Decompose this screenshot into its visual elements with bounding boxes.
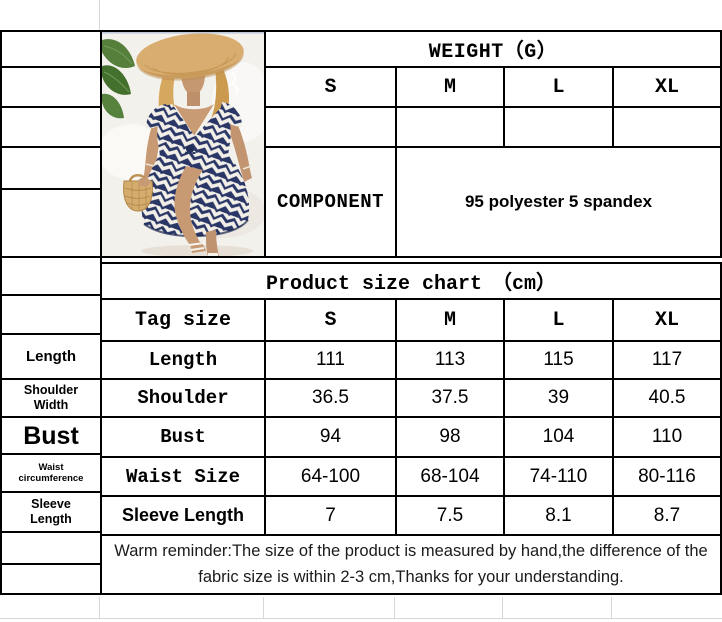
bust-l: 104 — [503, 416, 614, 458]
grid-line — [502, 597, 503, 618]
grid-line — [99, 0, 100, 30]
weight-value-cell — [395, 106, 505, 148]
grid-line — [611, 597, 612, 618]
side-label-bust: Bust — [0, 416, 102, 455]
weight-value-cell — [612, 106, 722, 148]
warm-reminder: Warm reminder:The size of the product is… — [100, 534, 722, 595]
shoulder-s: 36.5 — [264, 378, 397, 418]
waist-m: 68-104 — [395, 456, 505, 497]
waist-l: 74-110 — [503, 456, 614, 497]
column-header-s: S — [264, 298, 397, 342]
row-label-length: Length — [100, 340, 266, 380]
left-empty-cell — [0, 256, 102, 296]
bust-m: 98 — [395, 416, 505, 458]
weight-value-cell — [264, 106, 397, 148]
side-label-shoulder-width: Shoulder Width — [0, 378, 102, 418]
left-empty-cell — [0, 106, 102, 148]
row-label-sleeve-length: Sleeve Length — [100, 495, 266, 536]
column-header-xl: XL — [612, 298, 722, 342]
weight-size-header-s: S — [264, 66, 397, 108]
sleeve-m: 7.5 — [395, 495, 505, 536]
length-s: 111 — [264, 340, 397, 380]
grid-line — [394, 597, 395, 618]
shoulder-l: 39 — [503, 378, 614, 418]
sleeve-xl: 8.7 — [612, 495, 722, 536]
side-label-length: Length — [0, 333, 102, 380]
weight-value-cell — [503, 106, 614, 148]
shoulder-xl: 40.5 — [612, 378, 722, 418]
length-xl: 117 — [612, 340, 722, 380]
column-header-tag-size: Tag size — [100, 298, 266, 342]
weight-size-header-l: L — [503, 66, 614, 108]
weight-header-cell: WEIGHT（G） — [264, 30, 722, 68]
row-label-shoulder: Shoulder — [100, 378, 266, 418]
side-label-waist-circumference: Waist circumference — [0, 453, 102, 493]
waist-s: 64-100 — [264, 456, 397, 497]
shoulder-m: 37.5 — [395, 378, 505, 418]
bust-s: 94 — [264, 416, 397, 458]
component-value-cell: 95 polyester 5 spandex — [395, 146, 722, 258]
product-photo — [100, 30, 266, 258]
component-label-cell: COMPONENT — [264, 146, 397, 258]
sleeve-s: 7 — [264, 495, 397, 536]
length-m: 113 — [395, 340, 505, 380]
row-label-bust: Bust — [100, 416, 266, 458]
size-chart-title: Product size chart （cm） — [100, 262, 722, 300]
waist-xl: 80-116 — [612, 456, 722, 497]
product-photo-illustration — [102, 32, 264, 256]
weight-size-header-xl: XL — [612, 66, 722, 108]
left-empty-cell — [0, 531, 102, 565]
grid-line — [99, 597, 100, 618]
length-l: 115 — [503, 340, 614, 380]
row-label-waist-size: Waist Size — [100, 456, 266, 497]
grid-line — [0, 618, 722, 619]
bust-xl: 110 — [612, 416, 722, 458]
grid-line — [263, 597, 264, 618]
side-label-sleeve-length: Sleeve Length — [0, 491, 102, 533]
left-empty-cell — [0, 188, 102, 258]
weight-size-header-m: M — [395, 66, 505, 108]
left-empty-cell — [0, 294, 102, 335]
left-empty-cell — [0, 66, 102, 108]
column-header-m: M — [395, 298, 505, 342]
left-empty-cell — [0, 563, 102, 595]
left-empty-cell — [0, 146, 102, 190]
column-header-l: L — [503, 298, 614, 342]
left-empty-cell — [0, 30, 102, 68]
sleeve-l: 8.1 — [503, 495, 614, 536]
